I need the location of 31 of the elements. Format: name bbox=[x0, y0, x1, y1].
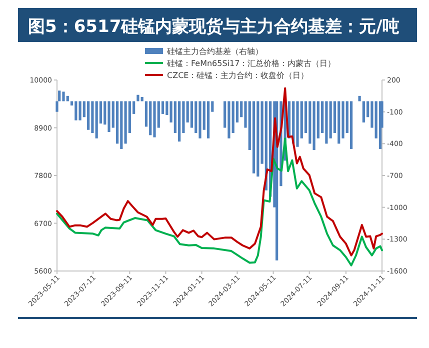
line-series bbox=[56, 138, 383, 266]
bar bbox=[312, 101, 316, 150]
bar bbox=[358, 96, 361, 102]
bar bbox=[350, 101, 353, 149]
bar bbox=[198, 101, 202, 138]
bar bbox=[74, 101, 78, 120]
bar bbox=[252, 101, 256, 174]
bar bbox=[78, 101, 82, 120]
bar bbox=[206, 101, 210, 138]
bar bbox=[338, 101, 340, 144]
bar bbox=[153, 101, 156, 138]
bar bbox=[325, 101, 328, 144]
bar bbox=[66, 96, 69, 102]
bar bbox=[120, 101, 123, 149]
bar bbox=[178, 101, 181, 142]
line-series bbox=[56, 87, 383, 256]
legend-label: 硅锰主力合约基差（右轴） bbox=[166, 47, 263, 56]
bar bbox=[108, 101, 110, 132]
bar bbox=[140, 96, 144, 102]
bar bbox=[95, 101, 98, 138]
bar bbox=[362, 101, 365, 122]
bar bbox=[136, 94, 140, 102]
bar bbox=[87, 101, 90, 130]
bar bbox=[296, 101, 299, 147]
chart-title: 图5：6517硅锰内蒙现货与主力合约基差：元/吨 bbox=[28, 17, 400, 37]
bar bbox=[149, 101, 152, 136]
legend-label: 硅锰：FeMn65Si17：汇总价格：内蒙古（日） bbox=[166, 59, 336, 68]
bar bbox=[62, 92, 65, 102]
bar bbox=[256, 101, 260, 177]
legend-label: CZCE：硅锰：主力合约：收盘价（日） bbox=[167, 71, 309, 80]
bar bbox=[228, 101, 230, 138]
